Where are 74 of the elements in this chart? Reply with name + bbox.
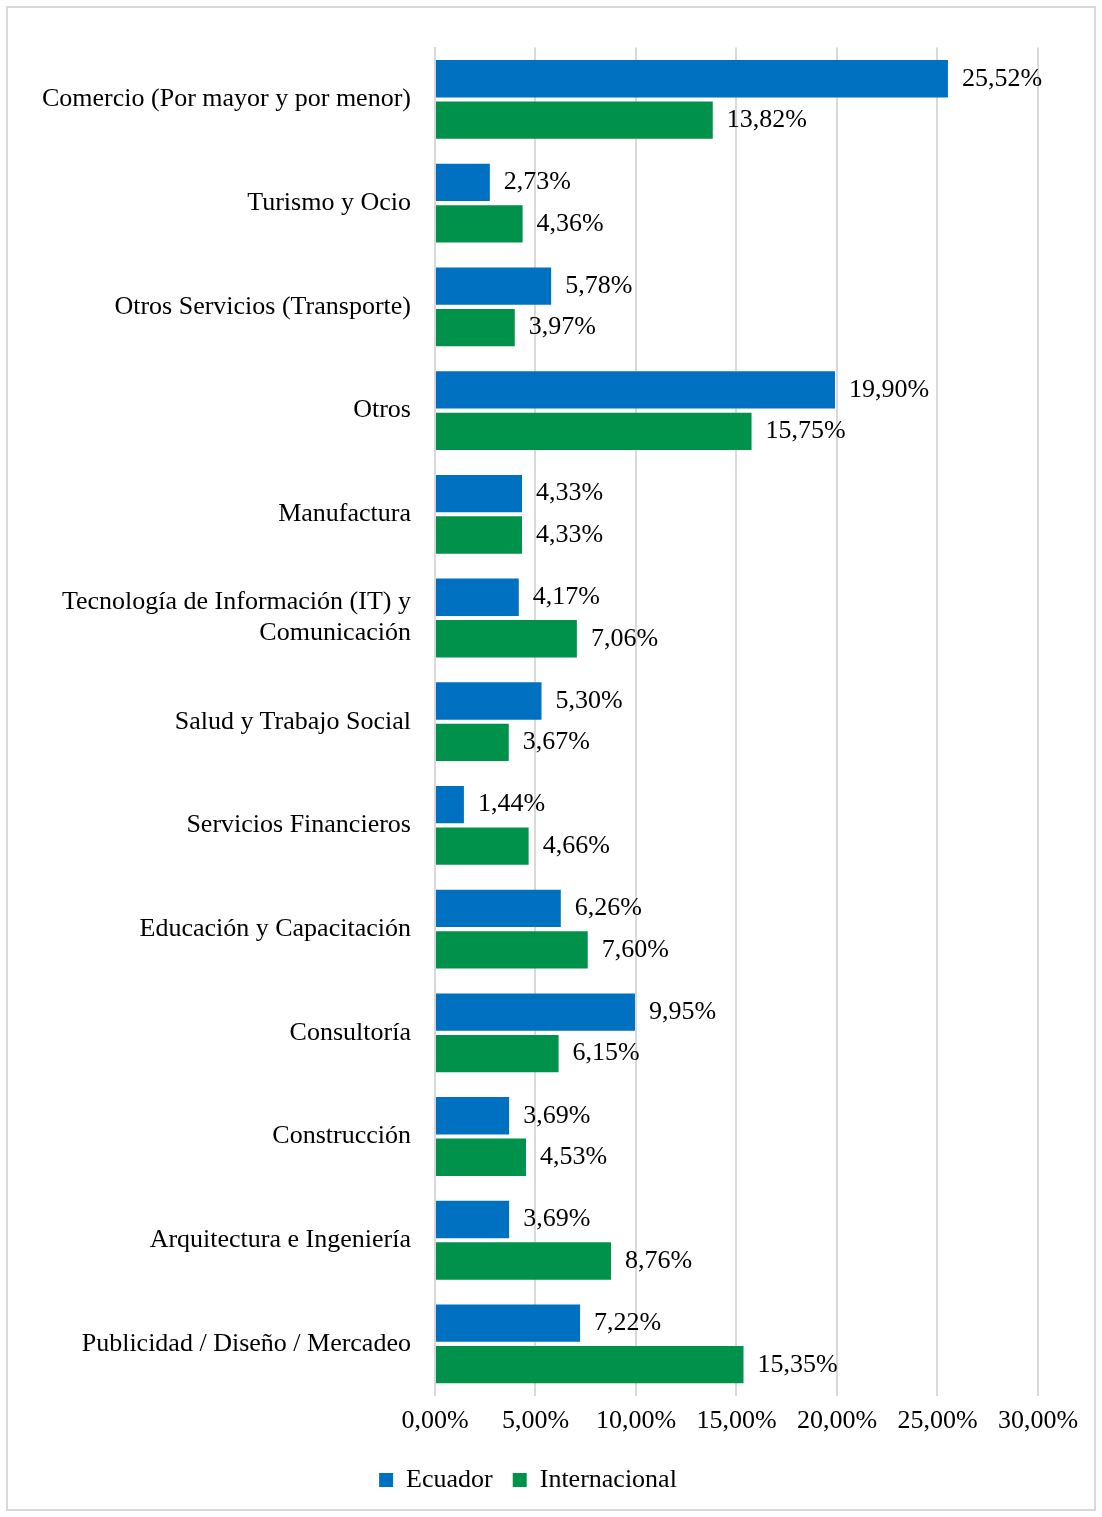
bar xyxy=(435,1034,559,1073)
data-label: 4,36% xyxy=(536,207,604,237)
data-label: 4,33% xyxy=(536,518,604,548)
data-label: 7,60% xyxy=(601,933,669,963)
bar xyxy=(435,620,577,658)
bar xyxy=(435,682,542,720)
bar xyxy=(435,267,552,305)
y-tick-label: Consultoría xyxy=(289,1016,412,1046)
y-tick-label: Publicidad / Diseño / Mercadeo xyxy=(81,1327,411,1357)
data-label: 2,73% xyxy=(503,166,572,196)
y-tick-label: Otros Servicios (Transporte) xyxy=(114,290,411,320)
data-label: 3,69% xyxy=(523,1099,591,1129)
x-tick-label: 25,00% xyxy=(897,1405,978,1435)
bar xyxy=(435,60,948,98)
bar xyxy=(435,1097,510,1135)
bar xyxy=(435,516,522,554)
data-label: 4,66% xyxy=(542,829,610,859)
x-tick-label: 30,00% xyxy=(997,1405,1079,1435)
data-label: 6,15% xyxy=(572,1037,640,1067)
data-label: 7,06% xyxy=(590,622,659,652)
bar xyxy=(435,889,561,928)
data-label: 6,26% xyxy=(574,892,642,922)
data-label: 8,76% xyxy=(625,1244,693,1274)
data-label: 19,90% xyxy=(848,373,930,403)
data-label: 4,33% xyxy=(536,477,604,507)
bar xyxy=(435,931,588,969)
data-label: 5,78% xyxy=(565,269,633,299)
x-tick-label: 5,00% xyxy=(501,1405,570,1435)
x-tick-label: 10,00% xyxy=(595,1405,677,1435)
legend-label: Ecuador xyxy=(406,1463,494,1493)
x-tick-label: 0,00% xyxy=(401,1405,469,1435)
bar xyxy=(435,205,523,243)
data-label: 9,95% xyxy=(648,995,717,1025)
data-label: 3,97% xyxy=(528,311,596,341)
y-tick-label: Tecnología de Información (IT) y Comunicación xyxy=(61,586,411,647)
y-tick-label: Educación y Capacitación xyxy=(139,912,411,942)
bar xyxy=(435,412,752,450)
data-label: 15,75% xyxy=(765,415,846,445)
bar xyxy=(435,578,519,616)
y-tick-label: Comercio (Por mayor y por menor) xyxy=(42,83,411,113)
data-label: 7,22% xyxy=(594,1307,662,1337)
bar xyxy=(435,723,509,762)
data-label: 4,17% xyxy=(532,581,600,611)
y-tick-label: Arquitectura e Ingeniería xyxy=(149,1224,412,1254)
y-tick-label: Turismo y Ocio xyxy=(247,186,411,216)
data-label: 1,44% xyxy=(477,788,546,818)
y-tick-label: Construcción xyxy=(272,1120,411,1150)
bar xyxy=(435,827,529,865)
bar xyxy=(435,1242,612,1280)
data-label: 25,52% xyxy=(961,62,1043,92)
bar xyxy=(435,1200,510,1239)
bar xyxy=(435,786,464,824)
legend-label: Internacional xyxy=(539,1463,677,1493)
bar xyxy=(435,1346,744,1384)
y-tick-label: Servicios Financieros xyxy=(186,809,411,839)
bar xyxy=(435,308,515,347)
data-label: 15,35% xyxy=(757,1348,838,1378)
data-label: 3,69% xyxy=(523,1203,591,1233)
x-tick-label: 15,00% xyxy=(696,1405,777,1435)
y-tick-label: Salud y Trabajo Social xyxy=(174,705,411,735)
bar xyxy=(435,993,635,1031)
bar xyxy=(435,1138,527,1176)
y-tick-label: Otros xyxy=(353,394,411,424)
data-label: 4,53% xyxy=(540,1141,608,1171)
bar xyxy=(435,474,522,513)
x-tick-label: 20,00% xyxy=(796,1405,878,1435)
data-label: 13,82% xyxy=(726,104,807,134)
bar xyxy=(435,371,835,409)
y-tick-label: Manufactura xyxy=(278,498,412,528)
bar xyxy=(435,101,713,139)
data-label: 3,67% xyxy=(522,726,590,756)
bar xyxy=(435,163,490,202)
bar xyxy=(435,1304,581,1342)
data-label: 5,30% xyxy=(555,684,623,714)
